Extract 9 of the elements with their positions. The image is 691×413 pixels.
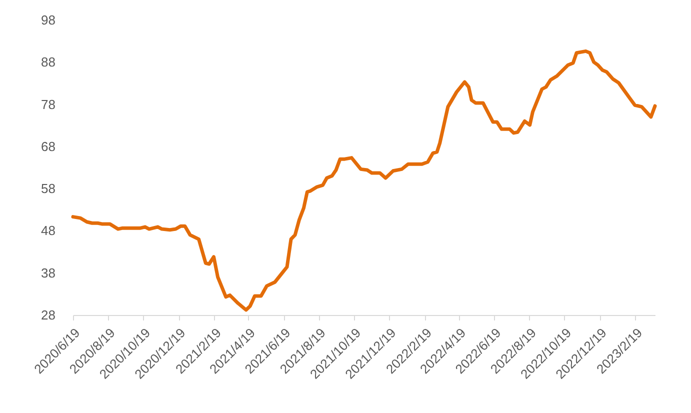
y-tick-label: 88: [41, 54, 56, 70]
y-tick-label: 68: [41, 138, 56, 154]
y-tick-label: 38: [41, 265, 56, 280]
y-tick-label: 78: [41, 96, 56, 112]
y-tick-label: 48: [41, 223, 56, 238]
line-series: [71, 49, 657, 312]
y-tick-label: 58: [41, 181, 56, 196]
y-tick-label: 98: [41, 12, 56, 28]
y-tick-label: 28: [41, 308, 56, 322]
